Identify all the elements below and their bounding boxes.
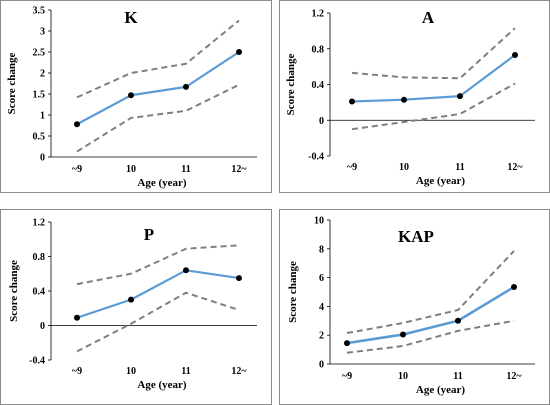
data-point (455, 317, 461, 324)
series-line-mean (76, 51, 240, 126)
x-axis-label: Age (year) (416, 175, 466, 187)
y-tick-label: 0.5 (33, 132, 46, 143)
chart-svg: 0 2 4 6 8 10 ~9 10 11 12~ KAP Age (year) Score chang… (287, 216, 535, 396)
series-line-lower (351, 82, 516, 131)
y-tick-label: 2.5 (33, 48, 46, 59)
x-tick-label: 11 (455, 162, 464, 173)
x-tick-label: 12~ (506, 371, 522, 382)
y-tick-label: 2 (40, 69, 45, 80)
x-tick-label: 12~ (231, 164, 247, 175)
x-tick-label: 11 (181, 164, 190, 175)
data-point (236, 275, 242, 282)
y-tick-label: 2 (319, 331, 324, 342)
x-tick-label: 10 (398, 371, 408, 382)
x-tick-label: 12~ (231, 366, 247, 377)
chart-panel-kap: 0 2 4 6 8 10 ~9 10 11 12~ KAP Age (year) Score chang… (279, 209, 550, 405)
data-point (74, 121, 80, 128)
data-point (344, 340, 350, 347)
x-tick-label: ~9 (342, 371, 352, 382)
y-tick-label: -0.4 (29, 356, 45, 367)
series-line-upper (346, 250, 515, 335)
x-tick-label: 10 (126, 164, 136, 175)
series-line-upper (76, 19, 240, 99)
x-tick-label: ~9 (72, 164, 82, 175)
y-tick-label: 0.8 (312, 44, 325, 55)
y-tick-label: 3 (40, 27, 45, 38)
series-line-mean (76, 269, 240, 319)
y-tick-label: 0 (319, 116, 324, 127)
data-point (511, 283, 517, 290)
data-point (128, 296, 134, 303)
data-point (401, 96, 407, 103)
y-tick-label: 0 (319, 360, 324, 371)
data-point (74, 314, 80, 321)
series-line-mean (351, 54, 516, 103)
y-tick-label: 3.5 (33, 6, 46, 17)
y-tick-label: 1.2 (33, 218, 46, 229)
y-tick-label: 10 (314, 216, 324, 227)
series-line-lower (76, 83, 240, 153)
y-tick-label: 0.4 (312, 80, 325, 91)
data-point (128, 92, 134, 99)
data-point (236, 49, 242, 55)
y-tick-label: 1.2 (312, 9, 325, 20)
chart-title: P (144, 225, 154, 244)
chart-panel-p: -0.4 0 0.4 0.8 1.2 ~9 10 11 12~ P Age (year) Score … (0, 209, 272, 405)
series-line-lower (346, 319, 515, 354)
x-tick-label: 11 (453, 371, 462, 382)
y-axis-label: Score change (8, 260, 20, 322)
chart-svg: 0 0.5 1 1.5 2 2.5 3 3.5 ~9 10 11 12~ K Age (year) Scor… (6, 6, 257, 189)
y-tick-label: 0 (40, 321, 45, 332)
chart-title: KAP (398, 227, 434, 246)
data-point (183, 83, 189, 90)
chart-svg: -0.4 0 0.4 0.8 1.2 ~9 10 11 12~ P Age (year) Score … (8, 218, 257, 391)
series-line-mean (346, 285, 515, 345)
y-axis-label: Score change (287, 261, 299, 323)
chart-title: K (124, 8, 138, 27)
x-axis-label: Age (year) (416, 384, 466, 396)
y-tick-label: 4 (319, 302, 324, 313)
x-tick-label: ~9 (347, 162, 357, 173)
y-axis-label: Score change (285, 53, 297, 115)
y-tick-label: 0 (40, 153, 45, 164)
y-tick-label: 0.4 (33, 287, 46, 298)
x-axis-label: Age (year) (137, 177, 187, 189)
series-line-lower (76, 291, 240, 353)
y-axis-label: Score change (6, 52, 18, 114)
data-point (400, 331, 406, 338)
chart-panel-k: 0 0.5 1 1.5 2 2.5 3 3.5 ~9 10 11 12~ K Age (year) Scor… (0, 0, 272, 193)
chart-svg: -0.4 0 0.4 0.8 1.2 ~9 10 11 12~ A Age (year) Score … (285, 8, 535, 187)
x-tick-label: ~9 (72, 366, 82, 377)
y-tick-label: 6 (319, 273, 324, 284)
chart-panel-a: -0.4 0 0.4 0.8 1.2 ~9 10 11 12~ A Age (year) Score … (279, 0, 550, 193)
data-point (457, 93, 463, 100)
data-point (349, 98, 355, 105)
chart-title: A (422, 8, 435, 27)
x-tick-label: 12~ (507, 162, 523, 173)
series-line-upper (76, 244, 240, 286)
y-tick-label: 8 (319, 244, 324, 255)
series-line-upper (351, 27, 516, 80)
x-tick-label: 10 (399, 162, 409, 173)
y-tick-label: 1.5 (33, 90, 46, 101)
y-tick-label: 0.8 (33, 252, 46, 263)
data-point (183, 267, 189, 274)
x-tick-label: 10 (126, 366, 136, 377)
x-tick-label: 11 (181, 366, 190, 377)
x-axis-label: Age (year) (137, 379, 187, 391)
y-tick-label: 1 (40, 111, 45, 122)
data-point (512, 52, 518, 59)
y-tick-label: -0.4 (308, 152, 324, 163)
